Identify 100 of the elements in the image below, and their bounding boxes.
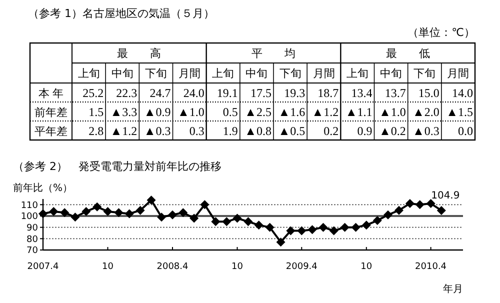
point	[254, 220, 264, 230]
text: 0.5	[222, 105, 238, 119]
category-label: 下旬	[414, 67, 436, 80]
point	[415, 200, 424, 210]
point	[38, 209, 48, 218]
point	[394, 206, 404, 215]
text: 24.7	[150, 86, 171, 100]
text: 0.0	[458, 124, 473, 138]
text: 0.2	[324, 124, 339, 138]
point	[426, 199, 436, 208]
point	[351, 222, 360, 232]
text: 25.2	[82, 86, 104, 100]
point	[60, 208, 70, 218]
text: 15.0	[418, 86, 440, 100]
point	[297, 226, 306, 236]
category-label: 中旬	[111, 67, 134, 80]
point	[383, 210, 392, 220]
x-tick-label: 10	[360, 262, 372, 272]
text: ▲0.3	[412, 124, 440, 138]
text: ▲1.2	[312, 105, 339, 119]
y-tick-label: 80	[26, 234, 38, 245]
y-axis-title: 前年比（%）	[13, 182, 73, 194]
point	[329, 226, 338, 236]
category-label: 中旬	[246, 67, 268, 80]
y-tick-label: 110	[20, 200, 38, 211]
text: 17.5	[250, 86, 272, 100]
text: 1.9	[222, 124, 238, 138]
x-tick-label: 10	[232, 262, 244, 272]
point	[362, 220, 371, 230]
text: 24.0	[183, 86, 204, 100]
text: 2.8	[88, 124, 104, 138]
point	[405, 199, 414, 208]
x-tick-label: 2009.4	[286, 262, 318, 272]
point	[92, 202, 102, 212]
category-label: 中旬	[380, 67, 402, 80]
point	[114, 208, 124, 218]
point	[157, 212, 166, 222]
point	[222, 217, 232, 226]
text: ▲1.0	[177, 105, 204, 119]
text: 22.3	[116, 86, 138, 100]
point	[200, 200, 210, 210]
data-label: 104.9	[431, 190, 460, 202]
category-label: 上旬	[78, 67, 100, 80]
text: 13.7	[384, 86, 406, 100]
text: ▲0.5	[278, 124, 306, 138]
text: ▲1.2	[110, 124, 138, 138]
text: 0.9	[357, 124, 372, 138]
point	[146, 196, 156, 205]
category-label: 月間	[312, 67, 335, 80]
text: 13.4	[351, 86, 372, 100]
y-tick-label: 70	[26, 246, 38, 256]
x-axis-title: 年月	[443, 283, 463, 295]
point	[232, 214, 242, 223]
category-label: 下旬	[144, 67, 167, 80]
text: 最 高	[117, 47, 162, 60]
point	[244, 217, 253, 226]
text: ▲0.8	[244, 124, 272, 138]
x-tick-label: 10	[102, 262, 114, 272]
text: ▲0.9	[144, 105, 171, 119]
text: 19.3	[284, 86, 306, 100]
category-label: 平年差	[34, 125, 68, 138]
point	[49, 206, 58, 216]
text: ▲2.5	[244, 105, 272, 119]
text: ▲2.0	[412, 105, 440, 119]
point	[168, 210, 178, 220]
text: 0.3	[189, 124, 204, 138]
point	[286, 226, 296, 236]
category-label: 本 年	[38, 87, 64, 100]
point	[124, 209, 134, 218]
point	[136, 206, 145, 215]
point	[82, 206, 91, 216]
category-label: 月間	[447, 67, 470, 80]
point	[265, 222, 274, 232]
point	[103, 206, 112, 216]
point	[318, 222, 328, 232]
text: ▲0.3	[144, 124, 171, 138]
y-tick-label: 90	[26, 223, 38, 234]
chart-title: （参考 2） 発受電電力量対前年比の推移	[13, 160, 222, 173]
text: 19.1	[216, 86, 238, 100]
text: ▲3.3	[110, 105, 138, 119]
category-label: 前年差	[34, 106, 68, 119]
category-label: 上旬	[346, 67, 368, 80]
x-tick-label: 2007.4	[27, 262, 60, 272]
point	[211, 217, 220, 226]
text: （参考 1）名古屋地区の気温（５月）	[28, 7, 214, 20]
text: 18.7	[318, 86, 339, 100]
point	[178, 208, 188, 218]
point	[276, 238, 286, 247]
text: （単位：℃）	[408, 26, 475, 39]
x-tick-label: 2010.4	[415, 262, 447, 272]
point	[190, 214, 199, 223]
category-label: 月間	[178, 67, 201, 80]
category-label: 下旬	[279, 67, 302, 80]
x-tick-label: 2008.4	[156, 262, 189, 272]
text: ▲1.6	[278, 105, 306, 119]
text: ▲1.5	[446, 105, 473, 119]
text: ▲1.0	[378, 105, 406, 119]
point	[436, 206, 446, 215]
point	[340, 222, 350, 232]
point	[70, 212, 80, 222]
